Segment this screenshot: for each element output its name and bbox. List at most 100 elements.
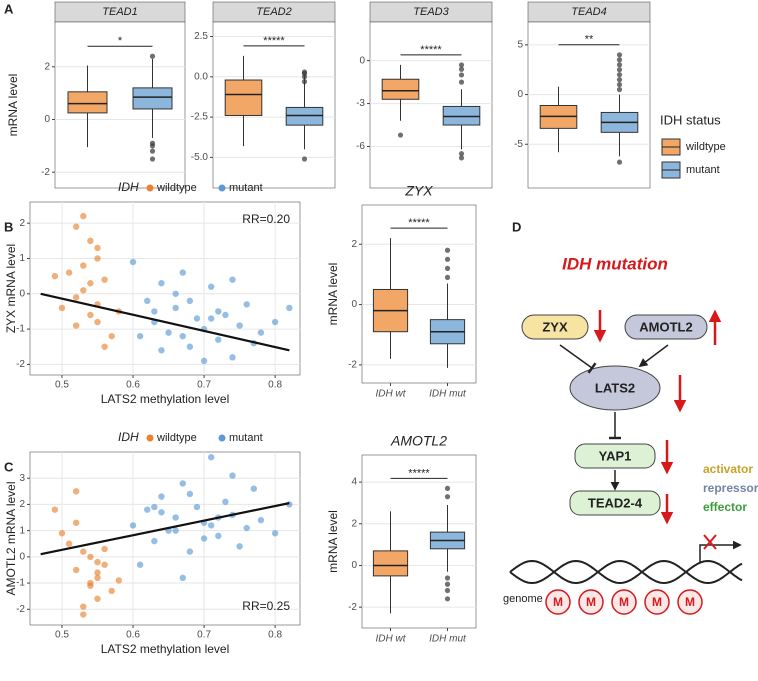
methyl-circle (611, 589, 637, 615)
point (229, 354, 236, 361)
methyl-label: M (619, 595, 629, 609)
annotation: RR=0.25 (242, 599, 290, 613)
plot-panel (29, 451, 301, 626)
node-box (574, 443, 656, 469)
chart-title: ZYX (404, 183, 433, 199)
methyl-circle (677, 589, 703, 615)
point (172, 527, 179, 534)
fit-line (40, 502, 290, 556)
legend-label: repressor (703, 481, 758, 495)
plot-panel (29, 201, 301, 376)
x-tick-label: IDH wt (376, 634, 407, 645)
point (236, 322, 243, 329)
panel-label: C (4, 459, 14, 474)
box (224, 79, 263, 116)
outlier (458, 155, 465, 161)
point (151, 503, 158, 511)
annotation: RR=0.20 (242, 212, 290, 226)
methyl-circle (545, 589, 571, 615)
x-tick-label: 0.8 (268, 380, 282, 391)
significance-label: ** (585, 34, 594, 46)
point (229, 276, 236, 283)
dna-strand (509, 559, 743, 585)
node-box (569, 490, 661, 516)
fit-line (40, 292, 290, 352)
outlier (444, 587, 451, 594)
point (51, 506, 59, 513)
y-tick-label: 0 (351, 299, 357, 310)
node-box (624, 314, 708, 340)
point (179, 480, 186, 487)
outlier (444, 485, 451, 491)
significance-label: ***** (420, 44, 442, 56)
plot-panel (369, 21, 493, 189)
outlier (616, 159, 623, 165)
point (207, 315, 215, 322)
point (94, 255, 101, 262)
significance-label: * (118, 35, 123, 47)
significance-label: ***** (408, 467, 430, 479)
outlier (444, 274, 451, 281)
y-tick-label: 2 (44, 61, 50, 72)
x-tick-label: IDH wt (376, 389, 407, 400)
point (200, 357, 208, 365)
point (215, 532, 222, 540)
point (186, 548, 194, 555)
point (186, 490, 194, 498)
outlier (458, 66, 465, 72)
node-label: YAP1 (599, 448, 632, 463)
outlier (149, 143, 156, 149)
outlier (444, 265, 451, 271)
diagram-title: IDH mutation (562, 254, 668, 273)
legend-key (146, 184, 154, 192)
point (158, 280, 165, 287)
x-tick-label: 0.5 (55, 630, 69, 641)
transcription-arrow (699, 540, 742, 562)
y-tick-label: 3 (19, 473, 25, 484)
point (108, 587, 115, 595)
point (94, 318, 101, 326)
y-tick-label: 2.5 (194, 31, 208, 42)
legend-label: wildtype (685, 141, 726, 153)
point (101, 343, 108, 350)
point (179, 574, 186, 582)
outlier (444, 596, 451, 602)
facet-title: TEAD1 (102, 6, 137, 18)
point (115, 577, 123, 584)
pathway-diagram: IDH mutation ZYX AMOTL2 LATS2 YAP1 TEAD2… (503, 254, 758, 615)
legend-label: activator (703, 462, 753, 476)
y-axis-label: mRNA level (326, 263, 340, 326)
outlier (444, 494, 451, 500)
y-axis-label: mRNA level (6, 74, 20, 137)
point (144, 297, 151, 305)
point (101, 545, 108, 553)
outlier (149, 148, 156, 154)
chart-title: AMOTL2 (390, 433, 447, 449)
point (158, 493, 165, 500)
y-axis-label: mRNA level (326, 510, 340, 573)
point (72, 488, 80, 495)
outlier (149, 53, 156, 59)
point (129, 258, 137, 266)
facet-title: TEAD2 (256, 6, 291, 18)
point (51, 272, 59, 280)
dna-strand (509, 559, 743, 585)
point (250, 485, 258, 492)
point (94, 595, 101, 602)
methyl-label: M (652, 595, 662, 609)
y-tick-label: -5.0 (191, 152, 209, 163)
y-tick-label: 2 (19, 499, 25, 510)
point (179, 332, 186, 340)
point (158, 509, 165, 516)
node-box (521, 314, 589, 340)
methyl-label: M (685, 595, 695, 609)
inhibit-edge (559, 344, 597, 374)
outlier (444, 581, 451, 587)
outlier (458, 151, 465, 157)
point (72, 322, 80, 329)
point (72, 223, 80, 230)
outlier (458, 62, 465, 68)
outlier (616, 86, 623, 93)
x-tick-label: 0.7 (197, 630, 211, 641)
